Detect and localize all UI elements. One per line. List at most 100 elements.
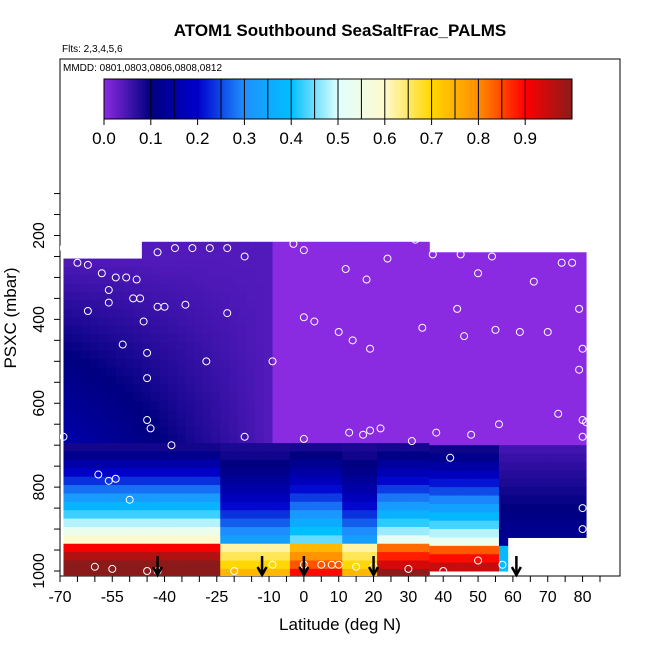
heatmap-cell	[281, 266, 291, 276]
heatmap-cell	[333, 485, 343, 494]
heatmap-cell	[368, 518, 378, 528]
heatmap-cell	[298, 317, 308, 327]
heatmap-cell	[72, 485, 82, 494]
heatmap-cell	[394, 392, 404, 402]
heatmap-cell	[359, 325, 369, 335]
heatmap-cell	[377, 384, 387, 394]
heatmap-cell	[507, 361, 517, 371]
heatmap-cell	[255, 250, 265, 260]
heatmap-cell	[507, 520, 517, 530]
heatmap-cell	[272, 342, 282, 352]
heatmap-cell	[281, 493, 291, 503]
heatmap-cell	[542, 495, 552, 505]
heatmap-cell	[80, 342, 91, 352]
heatmap-cell	[464, 512, 474, 522]
heatmap-cell	[385, 485, 395, 494]
heatmap-cell	[324, 401, 334, 411]
heatmap-cell	[385, 367, 395, 377]
sample-point	[111, 474, 120, 483]
heatmap-cell	[124, 392, 134, 402]
heatmap-cell	[194, 300, 204, 310]
heatmap-cell	[133, 334, 143, 343]
heatmap-cell	[246, 434, 256, 444]
heatmap-cell	[490, 369, 500, 379]
heatmap-cell	[498, 436, 509, 446]
heatmap-cell	[533, 453, 544, 463]
heatmap-cell	[255, 342, 265, 352]
heatmap-cell	[490, 487, 500, 497]
heatmap-cell	[246, 300, 256, 310]
heatmap-cell	[63, 258, 73, 268]
heatmap-cell	[202, 342, 213, 352]
heatmap-cell	[307, 552, 317, 562]
heatmap-cell	[176, 367, 186, 377]
heatmap-cell	[115, 266, 125, 276]
heatmap-cell	[202, 510, 213, 520]
heatmap-cell	[298, 518, 308, 528]
heatmap-cell	[377, 552, 387, 562]
heatmap-cell	[194, 283, 204, 293]
heatmap-cell	[464, 378, 474, 387]
heatmap-cell	[368, 350, 378, 360]
heatmap-cell	[107, 266, 117, 276]
heatmap-cell	[385, 325, 395, 335]
heatmap-cell	[237, 392, 247, 402]
heatmap-cell	[72, 451, 82, 461]
heatmap-cell	[333, 552, 343, 562]
heatmap-cell	[368, 250, 378, 260]
heatmap-cell	[211, 501, 221, 511]
heatmap-cell	[385, 426, 395, 436]
heatmap-cell	[72, 434, 82, 444]
heatmap-cell	[490, 562, 500, 572]
heatmap-cell	[350, 241, 361, 251]
heatmap-cell	[411, 350, 422, 360]
heatmap-cell	[237, 375, 247, 385]
heatmap-cell	[185, 568, 195, 576]
sample-point	[223, 244, 232, 253]
heatmap-cell	[438, 420, 448, 429]
heatmap-cell	[124, 476, 134, 486]
heatmap-cell	[263, 426, 274, 436]
heatmap-cell	[150, 300, 160, 310]
heatmap-cell	[525, 420, 535, 429]
heatmap-cell	[525, 369, 535, 379]
heatmap-cell	[228, 493, 239, 503]
heatmap-cell	[168, 526, 178, 536]
heatmap-cell	[246, 359, 256, 369]
heatmap-cell	[377, 485, 387, 494]
heatmap-cell	[359, 552, 369, 562]
heatmap-cell	[194, 526, 204, 536]
heatmap-cell	[263, 417, 274, 427]
heatmap-cell	[255, 308, 265, 318]
heatmap-cell	[438, 269, 448, 278]
heatmap-cell	[577, 285, 587, 295]
heatmap-cell	[176, 250, 186, 260]
heatmap-cell	[420, 401, 430, 411]
heatmap-cell	[220, 426, 230, 436]
heatmap-cell	[403, 275, 413, 285]
heatmap-cell	[455, 529, 465, 538]
heatmap-cell	[559, 336, 570, 346]
heatmap-cell	[472, 336, 483, 346]
heatmap-cell	[359, 250, 369, 260]
heatmap-cell	[481, 453, 491, 463]
sample-point	[122, 273, 131, 282]
heatmap-cell	[324, 392, 334, 402]
heatmap-cell	[289, 493, 300, 503]
heatmap-cell	[237, 468, 247, 478]
heatmap-cell	[420, 292, 430, 302]
heatmap-cell	[89, 426, 99, 436]
heatmap-cell	[228, 342, 239, 352]
heatmap-cell	[316, 292, 326, 302]
heatmap-cell	[438, 260, 448, 270]
heatmap-cell	[124, 342, 134, 352]
heatmap-cell	[168, 292, 178, 302]
heatmap-cell	[281, 250, 291, 260]
heatmap-cell	[194, 426, 204, 436]
heatmap-cell	[542, 470, 552, 480]
heatmap-cell	[498, 461, 509, 471]
heatmap-cell	[72, 535, 82, 545]
heatmap-cell	[150, 468, 160, 478]
heatmap-cell	[316, 401, 326, 411]
heatmap-cell	[350, 468, 361, 478]
